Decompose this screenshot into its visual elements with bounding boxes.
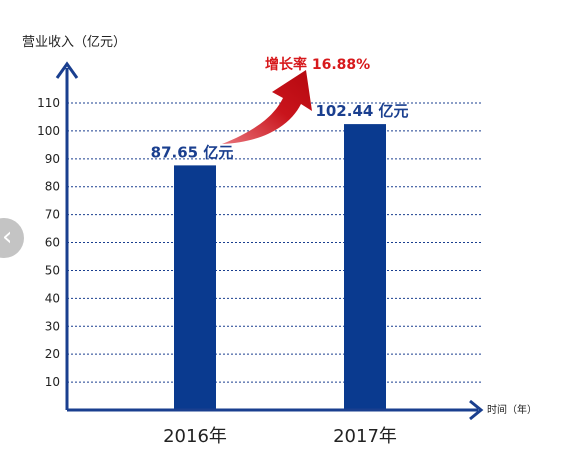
gridlines — [67, 102, 482, 383]
y-tick-label: 70 — [45, 208, 60, 222]
category-labels: 2016年 2017年 — [163, 426, 397, 447]
y-tick-label: 90 — [45, 152, 60, 166]
y-tick-label: 60 — [45, 236, 60, 250]
category-label: 2016年 — [163, 426, 227, 447]
value-label: 102.44 亿元 — [315, 102, 408, 120]
bars — [174, 124, 386, 410]
y-axis-title: 营业收入（亿元） — [22, 35, 126, 50]
value-labels: 87.65 亿元 102.44 亿元 — [151, 102, 409, 161]
y-axis-arrow-icon — [55, 61, 79, 79]
x-axis-arrow-icon — [469, 399, 484, 421]
y-tick-label: 110 — [37, 96, 60, 110]
value-label: 87.65 亿元 — [151, 143, 234, 161]
y-tick-label: 10 — [45, 375, 60, 389]
y-tick-label: 100 — [37, 124, 60, 138]
y-tick-label: 80 — [45, 180, 60, 194]
y-tick-label: 40 — [45, 291, 60, 305]
category-label: 2017年 — [333, 426, 397, 447]
y-tick-labels: 10 20 30 40 50 60 70 80 90 100 110 — [37, 96, 60, 389]
growth-rate-label: 增长率 16.88% — [265, 56, 370, 73]
y-tick-label: 50 — [45, 263, 60, 277]
y-tick-label: 30 — [45, 319, 60, 333]
bar — [174, 165, 216, 410]
bar — [344, 124, 386, 410]
chevron-left-icon: ‹ — [2, 222, 13, 252]
x-axis-title: 时间（年） — [487, 403, 537, 416]
y-tick-label: 20 — [45, 347, 60, 361]
growth-arrow-icon — [222, 70, 312, 144]
